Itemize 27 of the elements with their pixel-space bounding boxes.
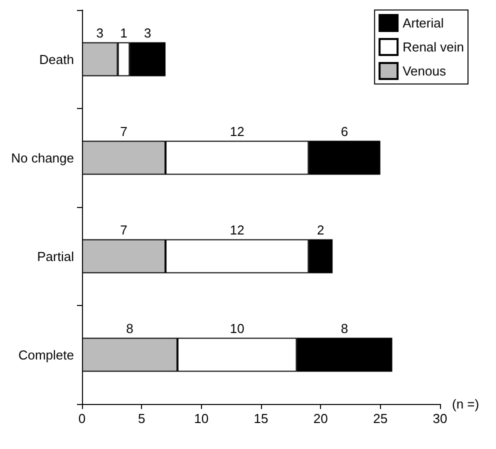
x-tick-label: 0 xyxy=(78,411,86,426)
data-label: 8 xyxy=(126,320,134,336)
legend-label: Arterial xyxy=(402,16,444,30)
x-tick-label: 5 xyxy=(138,411,146,426)
y-tick-label: No change xyxy=(11,150,74,166)
data-label: 8 xyxy=(340,320,348,336)
x-axis-title: (n =) xyxy=(452,396,480,412)
data-label: 7 xyxy=(120,124,128,139)
y-tick-label: Complete xyxy=(18,347,74,362)
data-label: 12 xyxy=(230,124,244,139)
data-label: 10 xyxy=(230,320,244,336)
legend-label: Venous xyxy=(402,64,446,78)
y-tick-label: Death xyxy=(39,52,74,67)
data-label: 3 xyxy=(96,25,104,40)
legend-label: Renal vein xyxy=(402,40,464,54)
x-tick-label: 10 xyxy=(194,411,209,426)
x-tick-label: 20 xyxy=(313,411,328,426)
data-label: 6 xyxy=(340,124,348,139)
y-tick-label: Partial xyxy=(37,248,74,264)
x-tick-label: 30 xyxy=(432,411,448,426)
data-label: 7 xyxy=(120,222,128,238)
data-label: 12 xyxy=(230,222,244,238)
data-label: 3 xyxy=(144,25,152,40)
x-tick-label: 15 xyxy=(254,411,268,426)
data-label: 1 xyxy=(120,25,128,40)
x-tick-label: 25 xyxy=(373,411,388,426)
data-label: 2 xyxy=(317,222,324,238)
